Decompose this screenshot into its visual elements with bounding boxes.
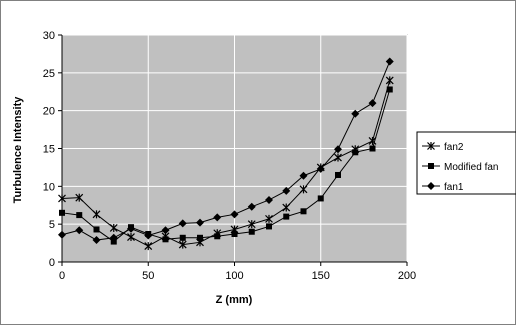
data-point-diamond bbox=[368, 99, 377, 108]
legend-label: fan1 bbox=[444, 182, 464, 193]
data-point-square bbox=[214, 233, 221, 240]
data-point-diamond bbox=[58, 230, 66, 239]
data-point-square bbox=[248, 228, 255, 235]
y-tick-label: 0 bbox=[49, 257, 55, 269]
data-point-diamond bbox=[351, 109, 360, 118]
data-point-star bbox=[265, 214, 273, 223]
data-point-diamond bbox=[265, 195, 273, 204]
y-axis-label: Turbulence Intensity bbox=[12, 96, 24, 204]
data-point-diamond bbox=[109, 233, 118, 242]
data-point-diamond bbox=[196, 218, 204, 227]
data-point-square bbox=[266, 223, 272, 230]
y-tick-label: 15 bbox=[43, 144, 55, 156]
y-tick-label: 30 bbox=[43, 30, 55, 42]
data-point-diamond bbox=[230, 210, 239, 219]
data-point-square bbox=[283, 213, 290, 220]
data-point-diamond bbox=[75, 226, 84, 235]
data-point-square bbox=[162, 236, 169, 243]
data-point-square bbox=[335, 171, 341, 178]
legend-label: fan2 bbox=[444, 142, 464, 153]
x-tick-label: 50 bbox=[142, 270, 154, 282]
data-point-square bbox=[352, 149, 359, 156]
data-point-star bbox=[58, 194, 66, 203]
data-point-square bbox=[231, 231, 238, 238]
data-point-diamond bbox=[213, 213, 222, 222]
data-point-star bbox=[427, 142, 435, 150]
y-tick-label: 20 bbox=[43, 106, 55, 118]
data-point-star bbox=[144, 242, 153, 251]
data-point-diamond bbox=[334, 145, 342, 154]
x-tick-label: 150 bbox=[312, 270, 330, 282]
data-point-square bbox=[197, 234, 203, 241]
data-point-diamond bbox=[144, 231, 153, 240]
data-point-square bbox=[300, 208, 307, 215]
data-point-square bbox=[59, 209, 65, 216]
series-line bbox=[61, 80, 391, 247]
series-modified-fan bbox=[59, 86, 393, 245]
legend-item: fan2 bbox=[422, 142, 464, 153]
data-point-star bbox=[368, 136, 377, 145]
legend-label: Modified fan bbox=[444, 162, 498, 173]
legend-item: fan1 bbox=[422, 182, 464, 193]
data-point-star bbox=[75, 193, 84, 202]
data-point-star bbox=[109, 223, 118, 232]
data-point-diamond bbox=[427, 182, 435, 190]
data-point-diamond bbox=[247, 202, 256, 211]
data-point-diamond bbox=[161, 226, 170, 235]
x-axis-ticks: 0 50 100 150 200 bbox=[59, 261, 416, 282]
data-point-square bbox=[76, 212, 83, 219]
series-fan1 bbox=[58, 57, 394, 245]
data-point-diamond bbox=[385, 57, 394, 66]
data-point-star bbox=[282, 203, 291, 212]
series-layer bbox=[58, 57, 394, 251]
y-tick-label: 10 bbox=[43, 181, 55, 193]
data-point-square bbox=[369, 145, 376, 152]
data-point-square bbox=[179, 234, 186, 241]
data-point-square bbox=[428, 163, 434, 169]
data-point-star bbox=[127, 233, 135, 242]
legend-item: Modified fan bbox=[422, 162, 498, 173]
data-point-square bbox=[386, 86, 393, 93]
x-tick-label: 200 bbox=[398, 270, 416, 282]
data-point-star bbox=[247, 220, 256, 229]
series-fan2 bbox=[58, 76, 394, 251]
x-tick-label: 0 bbox=[59, 270, 65, 282]
data-point-star bbox=[92, 210, 101, 219]
data-point-square bbox=[317, 195, 324, 202]
data-point-diamond bbox=[299, 171, 308, 180]
data-point-star bbox=[178, 240, 187, 249]
data-point-diamond bbox=[127, 224, 135, 233]
legend: fan2 Modified fan fan1 bbox=[416, 131, 516, 195]
data-point-star bbox=[334, 153, 342, 162]
data-point-diamond bbox=[178, 219, 187, 228]
data-point-square bbox=[93, 226, 100, 233]
data-point-diamond bbox=[282, 186, 291, 195]
data-point-star bbox=[299, 185, 308, 194]
data-point-diamond bbox=[316, 164, 325, 173]
series-line bbox=[61, 61, 391, 241]
y-axis-ticks: 0 5 10 15 20 25 30 bbox=[43, 30, 63, 269]
x-tick-label: 100 bbox=[225, 270, 243, 282]
data-point-diamond bbox=[92, 236, 101, 245]
y-tick-label: 25 bbox=[43, 68, 55, 80]
data-point-star bbox=[385, 76, 394, 85]
x-axis-label: Z (mm) bbox=[216, 294, 253, 306]
y-tick-label: 5 bbox=[49, 219, 55, 231]
